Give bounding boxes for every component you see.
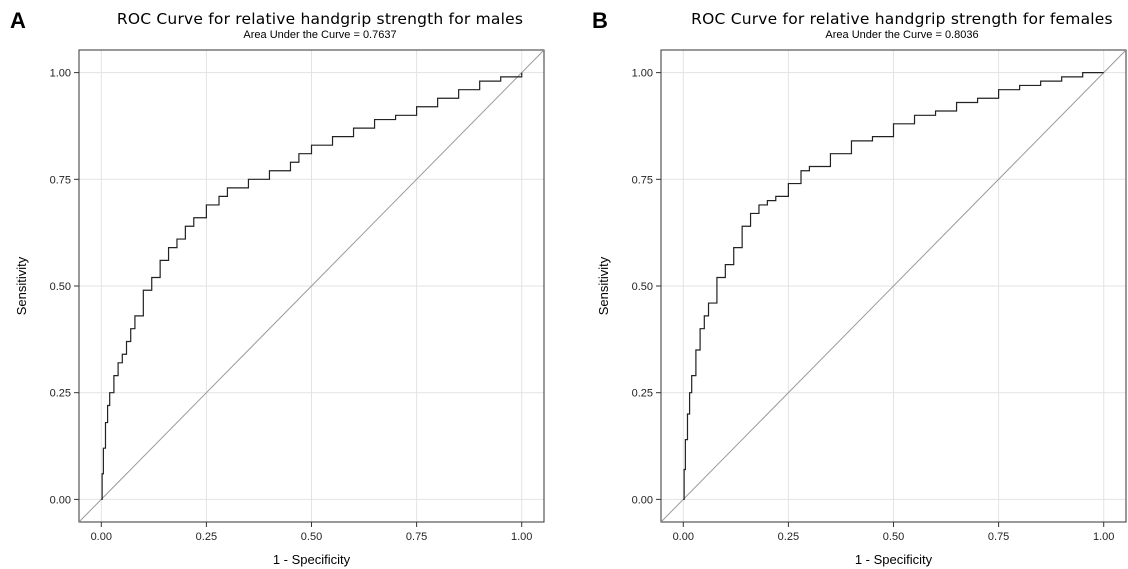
chart-title-a: ROC Curve for relative handgrip strength… xyxy=(116,10,524,28)
y-tick-label-3: 0.75 xyxy=(632,174,653,186)
reference-diagonal xyxy=(79,50,544,522)
y-tick-label-0: 0.00 xyxy=(50,494,71,506)
y-tick-label-2: 0.50 xyxy=(632,281,653,293)
y-tick-label-0: 0.00 xyxy=(632,494,653,506)
panel-letter-b: B xyxy=(592,8,608,33)
x-axis-title: 1 - Specificity xyxy=(273,552,351,567)
roc-curve xyxy=(683,72,1104,500)
chart-panel-a: A ROC Curve for relative handgrip streng… xyxy=(10,8,545,567)
y-tick-label-3: 0.75 xyxy=(50,174,71,186)
x-tick-label-0: 0.00 xyxy=(673,531,694,543)
panel-letter-a: A xyxy=(10,8,26,33)
x-axis-title: 1 - Specificity xyxy=(855,552,933,567)
y-axis-title: Sensitivity xyxy=(14,256,29,315)
x-tick-label-3: 0.75 xyxy=(988,531,1009,543)
x-tick-label-2: 0.50 xyxy=(883,531,904,543)
y-tick-label-1: 0.25 xyxy=(632,388,653,400)
y-axis-title: Sensitivity xyxy=(596,256,611,315)
roc-curve xyxy=(101,72,523,500)
y-tick-label-2: 0.50 xyxy=(50,281,71,293)
roc-plot-b: 0.00 0.00 0.25 0.25 0.50 0.50 0.75 0.75 1.00 1.00… xyxy=(596,49,1127,567)
x-tick-label-1: 0.25 xyxy=(778,531,799,543)
y-tick-label-4: 1.00 xyxy=(632,68,653,80)
x-tick-label-2: 0.50 xyxy=(301,531,322,543)
y-tick-label-1: 0.25 xyxy=(50,388,71,400)
roc-plot-a: 0.00 0.00 0.25 0.25 0.50 0.50 0.75 0.75 1.00 1.00… xyxy=(14,49,545,567)
reference-diagonal xyxy=(661,50,1126,522)
x-tick-label-4: 1.00 xyxy=(511,531,532,543)
chart-subtitle-a: Area Under the Curve = 0.7637 xyxy=(243,29,397,41)
chart-subtitle-b: Area Under the Curve = 0.8036 xyxy=(825,29,979,41)
chart-title-b: ROC Curve for relative handgrip strength… xyxy=(691,10,1113,28)
chart-panel-b: B ROC Curve for relative handgrip streng… xyxy=(582,0,1128,569)
x-tick-label-4: 1.00 xyxy=(1093,531,1114,543)
y-tick-label-4: 1.00 xyxy=(50,68,71,80)
x-tick-label-1: 0.25 xyxy=(196,531,217,543)
x-tick-label-0: 0.00 xyxy=(91,531,112,543)
x-tick-label-3: 0.75 xyxy=(406,531,427,543)
